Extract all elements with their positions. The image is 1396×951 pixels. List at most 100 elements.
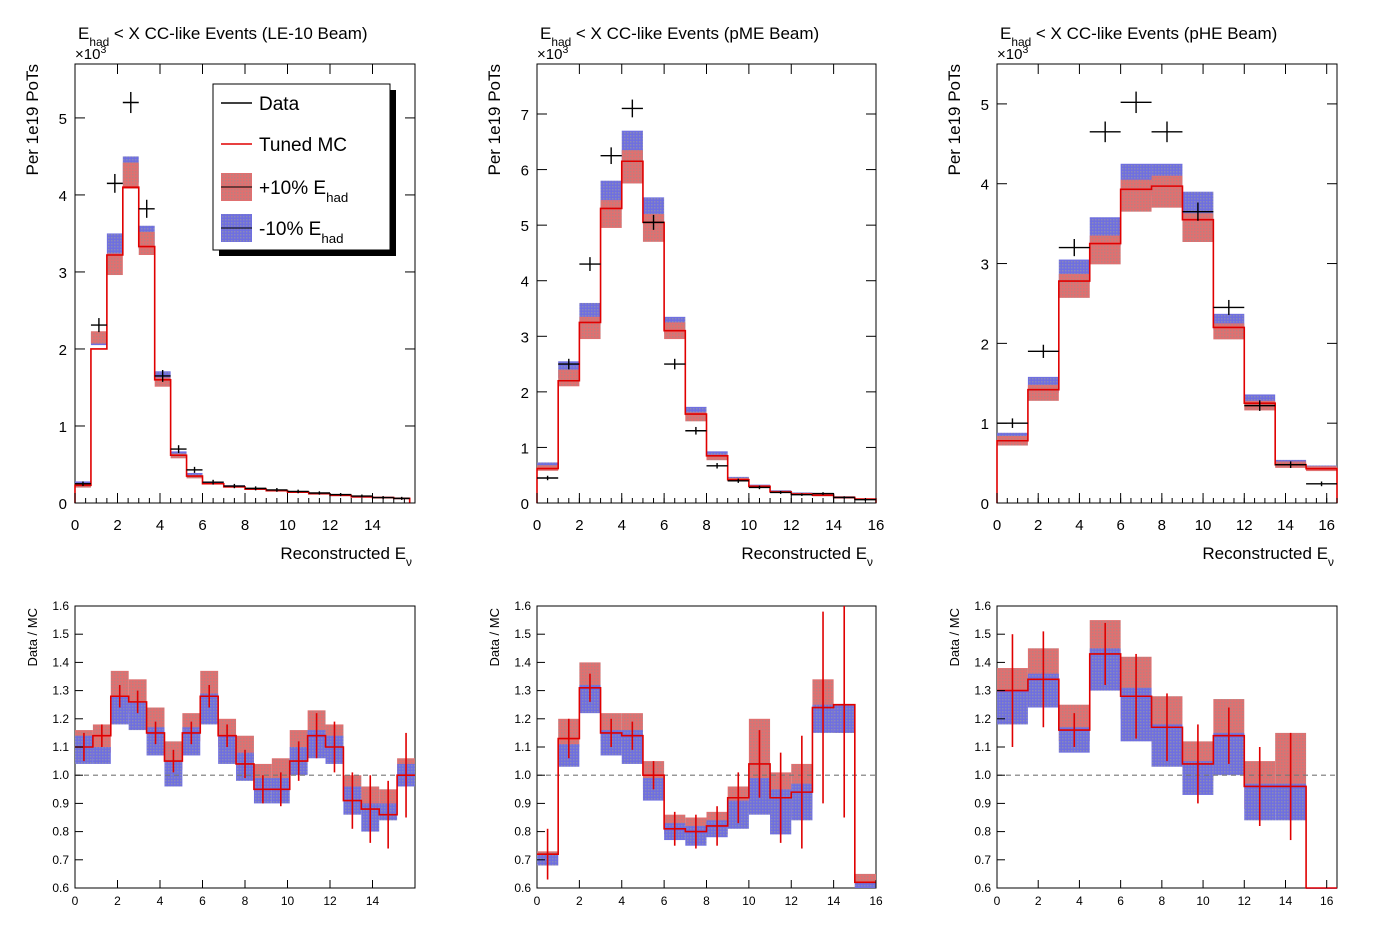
- ratio-minus-band-bin: [854, 882, 876, 888]
- ratio-x-tick-label: 6: [661, 894, 668, 908]
- ratio-y-tick-label: 1.4: [514, 655, 531, 669]
- ratio-y-tick-label: 1.1: [514, 740, 531, 754]
- minus10-band-bin: [106, 233, 123, 256]
- panel-title: Ehad < X CC-like Events (LE-10 Beam): [78, 24, 368, 49]
- ratio-y-tick-label: 0.9: [52, 796, 69, 810]
- x-tick-label: 16: [1318, 517, 1335, 534]
- ratio-y-tick-label: 1.1: [974, 740, 991, 754]
- y-tick-label: 5: [981, 97, 989, 114]
- y-tick-label: 3: [521, 329, 529, 346]
- x-tick-label: 14: [825, 517, 842, 534]
- plus10-band-bin: [154, 377, 171, 387]
- x-tick-label: 0: [533, 517, 541, 534]
- ratio-x-tick-label: 12: [323, 894, 337, 908]
- legend: Data Tuned MC +10% Ehad -10% Ehad: [212, 83, 396, 256]
- tuned-mc-line: [536, 160, 877, 503]
- ratio-y-tick-label: 0.6: [514, 881, 531, 895]
- ratio-minus-band-bin: [128, 701, 147, 731]
- x-axis-label: Reconstructed Eν: [741, 544, 873, 569]
- ratio-minus-band-bin: [218, 735, 237, 764]
- ratio-y-tick-label: 1.6: [52, 599, 69, 613]
- ratio-y-tick-label: 1.0: [514, 768, 531, 782]
- ratio-x-tick-label: 8: [703, 894, 710, 908]
- plus10-band-bin: [621, 150, 643, 184]
- minus10-band-bin: [685, 406, 707, 416]
- tuned-mc-line: [996, 185, 1338, 503]
- x-tick-label: 6: [198, 517, 206, 534]
- y-tick-label: 3: [981, 257, 989, 274]
- ratio-y-tick-label: 0.8: [52, 825, 69, 839]
- plus10-band-bin: [558, 369, 580, 387]
- ratio-x-tick-label: 16: [1320, 894, 1334, 908]
- ratio-x-tick-label: 4: [157, 894, 164, 908]
- x-tick-label: 4: [1075, 517, 1083, 534]
- x-tick-label: 4: [618, 517, 626, 534]
- plus10-band-bin: [90, 331, 107, 344]
- legend-entry-label: Data: [259, 94, 300, 115]
- y-tick-label: 0: [981, 496, 989, 513]
- ratio-y-tick-label: 0.7: [52, 853, 69, 867]
- ratio-y-axis-label: Data / MC: [947, 608, 962, 667]
- y-tick-label: 4: [981, 177, 989, 194]
- ratio-x-tick-label: 16: [869, 894, 883, 908]
- ratio-y-tick-label: 1.3: [52, 684, 69, 698]
- legend-entry-label: Tuned MC: [259, 135, 347, 156]
- ratio-panel-2: 0 2 4 6 8 10 12 14 16 0.6 0.7 0.8 0.9 1.0 1.1 1.2 1.3 1.4…: [487, 599, 883, 908]
- plus10-band-bin: [106, 253, 123, 276]
- ratio-plus-band-bin: [146, 707, 165, 733]
- y-multiplier: ×103: [537, 44, 568, 63]
- x-tick-label: 6: [1116, 517, 1124, 534]
- ratio-minus-band-bin: [642, 778, 665, 801]
- plus10-band-bin: [706, 454, 728, 461]
- ratio-y-tick-label: 1.5: [514, 627, 531, 641]
- y-tick-label: 1: [981, 416, 989, 433]
- x-tick-label: 8: [1158, 517, 1166, 534]
- ratio-y-tick-label: 1.6: [514, 599, 531, 613]
- ratio-x-tick-label: 0: [534, 894, 541, 908]
- x-tick-label: 10: [279, 517, 296, 534]
- ratio-y-tick-label: 1.2: [974, 712, 991, 726]
- ratio-line: [537, 686, 876, 884]
- plus10-band-bin: [1120, 179, 1152, 212]
- plus10-band-bin: [122, 162, 139, 189]
- x-tick-label: 14: [1277, 517, 1294, 534]
- ratio-x-tick-label: 10: [742, 894, 756, 908]
- x-tick-label: 14: [364, 517, 381, 534]
- ratio-y-tick-label: 1.5: [974, 627, 991, 641]
- plus10-band-bin: [138, 231, 155, 256]
- plot-frame: [996, 63, 1338, 504]
- minus10-band-bin: [706, 451, 728, 457]
- ratio-x-tick-label: 2: [576, 894, 583, 908]
- ratio-y-tick-label: 0.9: [974, 796, 991, 810]
- ratio-y-tick-label: 1.0: [52, 768, 69, 782]
- x-tick-label: 10: [741, 517, 758, 534]
- ratio-y-tick-label: 1.3: [974, 684, 991, 698]
- y-tick-label: 7: [521, 107, 529, 124]
- y-tick-label: 6: [521, 163, 529, 180]
- ratio-y-tick-label: 1.3: [514, 684, 531, 698]
- x-tick-label: 4: [156, 517, 164, 534]
- ratio-panel-3: 0 2 4 6 8 10 12 14 16 0.6 0.7 0.8 0.9 1.0 1.1 1.2 1.3 1.4…: [947, 599, 1338, 908]
- ratio-y-tick-label: 0.8: [514, 825, 531, 839]
- x-tick-label: 12: [783, 517, 800, 534]
- y-tick-label: 0: [521, 496, 529, 513]
- panel-title: Ehad < X CC-like Events (pME Beam): [540, 24, 819, 49]
- ratio-minus-band-bin: [164, 761, 183, 787]
- ratio-x-tick-label: 4: [618, 894, 625, 908]
- y-tick-label: 1: [59, 419, 67, 436]
- legend-entry-label: -10% Ehad: [259, 219, 344, 246]
- ratio-line: [75, 695, 415, 816]
- ratio-y-tick-label: 0.9: [514, 796, 531, 810]
- y-multiplier: ×103: [997, 44, 1028, 63]
- ratio-x-tick-label: 0: [994, 894, 1001, 908]
- minus10-band-bin: [186, 472, 203, 477]
- panel-title: Ehad < X CC-like Events (pHE Beam): [1000, 24, 1277, 49]
- ratio-y-tick-label: 1.2: [514, 712, 531, 726]
- y-tick-label: 3: [59, 265, 67, 282]
- ratio-line: [997, 653, 1337, 889]
- x-tick-label: 10: [1195, 517, 1212, 534]
- x-axis-label: Reconstructed Eν: [280, 544, 412, 569]
- ratio-y-tick-label: 1.4: [974, 655, 991, 669]
- ratio-y-tick-label: 0.6: [974, 881, 991, 895]
